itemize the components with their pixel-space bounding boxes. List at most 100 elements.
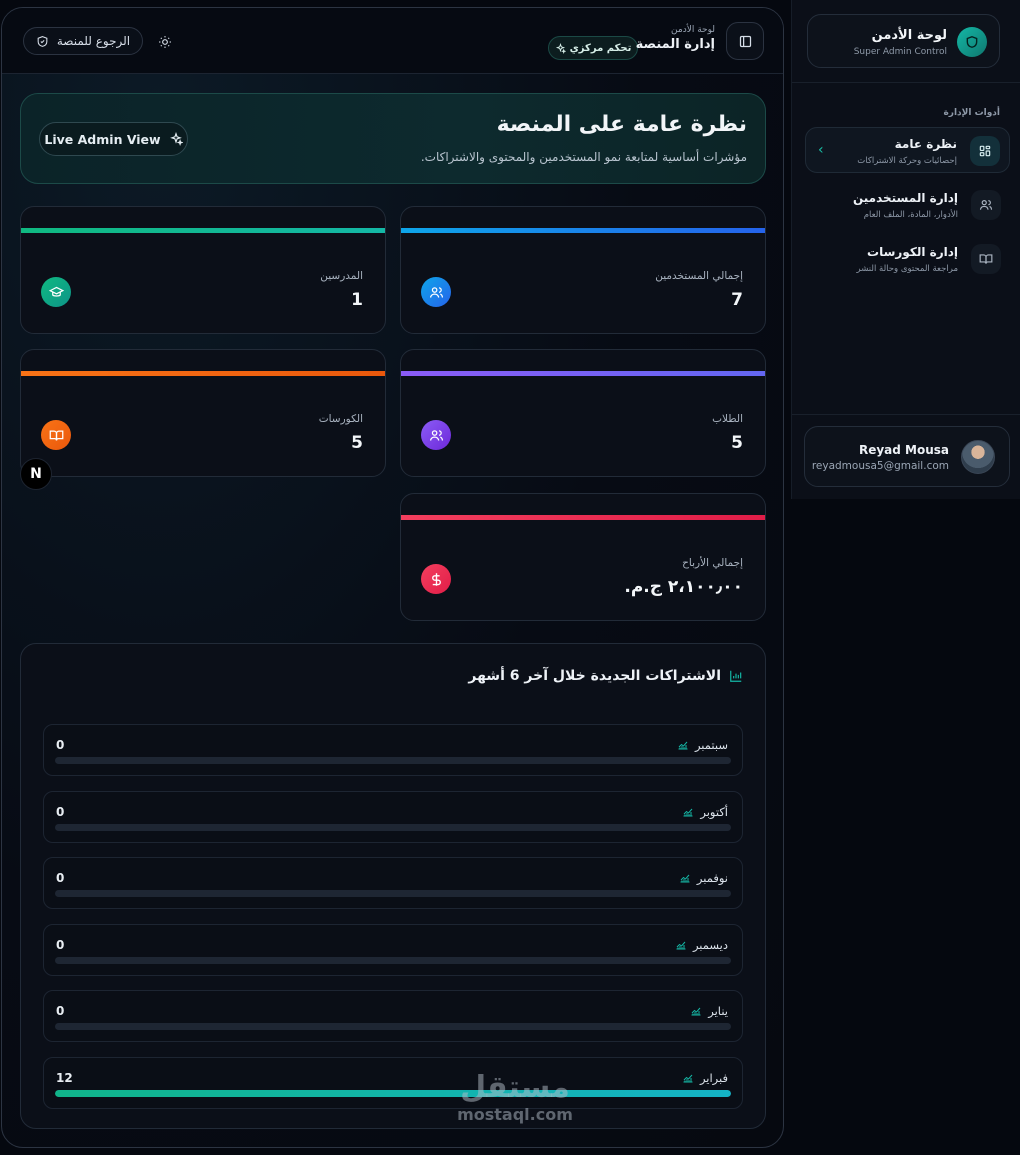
- month-label: سبتمبر: [677, 738, 728, 752]
- sparkles-icon: [169, 132, 183, 146]
- progress-track: [55, 757, 731, 764]
- theme-toggle-button[interactable]: [154, 31, 176, 53]
- stat-value: 7: [731, 290, 743, 310]
- stat-accent-bar: [401, 228, 765, 233]
- central-control-badge: تحكم مركزي: [548, 36, 638, 60]
- trend-icon: [683, 1074, 693, 1083]
- live-admin-view-button[interactable]: Live Admin View: [39, 122, 188, 156]
- progress-track: [55, 1023, 731, 1030]
- month-row: فبراير 12: [43, 1057, 743, 1109]
- month-row: ديسمبر 0: [43, 924, 743, 976]
- stat-accent-bar: [401, 371, 765, 376]
- book-icon: [971, 244, 1001, 274]
- sidebar-item-courses[interactable]: إدارة الكورسات مراجعة المحتوى وحالة النش…: [805, 236, 1010, 282]
- users-icon: [971, 190, 1001, 220]
- brand-title: لوحة الأدمن: [871, 28, 947, 43]
- live-admin-label: Live Admin View: [44, 131, 161, 147]
- stat-value: 5: [351, 433, 363, 453]
- month-name: أكتوبر: [700, 805, 728, 819]
- month-row: نوفمبر 0: [43, 857, 743, 909]
- month-label: ديسمبر: [675, 938, 728, 952]
- trend-icon: [676, 941, 686, 950]
- month-label: فبراير: [682, 1071, 728, 1085]
- month-value: 0: [56, 805, 65, 819]
- admin-sidebar: لوحة الأدمن Super Admin Control أدوات ال…: [791, 0, 1020, 499]
- back-to-platform-button[interactable]: الرجوع للمنصة: [23, 27, 143, 55]
- sidebar-item-description: مراجعة المحتوى وحالة النشر: [856, 264, 958, 274]
- stat-card-instructors: المدرسين 1: [20, 206, 386, 334]
- brand-subtitle: Super Admin Control: [853, 47, 947, 57]
- month-name: سبتمبر: [694, 738, 728, 752]
- month-name: ديسمبر: [692, 938, 728, 952]
- progress-fill: [55, 1090, 731, 1097]
- panel-icon: [739, 35, 751, 47]
- stat-card-total-users: إجمالي المستخدمين 7: [400, 206, 766, 334]
- month-value: 0: [56, 938, 65, 952]
- sun-icon: [159, 36, 171, 48]
- chevron-left-icon: ‹: [818, 142, 824, 158]
- shield-icon: [957, 27, 987, 57]
- sidebar-item-description: إحصائيات وحركة الاشتراكات: [857, 156, 957, 166]
- sidebar-item-overview[interactable]: نظرة عامة إحصائيات وحركة الاشتراكات ‹: [805, 127, 1010, 173]
- sidebar-item-description: الأدوار، المادة، الملف العام: [863, 210, 958, 220]
- shield-icon: [37, 35, 48, 47]
- month-value: 0: [56, 1004, 65, 1018]
- subscriptions-chart-card: الاشتراكات الجديدة خلال آخر 6 أشهر سبتمب…: [20, 643, 766, 1129]
- month-name: يناير: [708, 1004, 728, 1018]
- page-title-block: لوحة الأدمن إدارة المنصة: [636, 25, 715, 52]
- month-label: نوفمبر: [679, 871, 728, 885]
- watermark-text: mostaql.com: [457, 1105, 573, 1124]
- sparkles-icon: [555, 42, 566, 54]
- progress-track: [55, 1090, 731, 1097]
- stat-value: ٢،١٠٠٫٠٠ ج.م.: [624, 577, 743, 597]
- stat-card-total-revenue: إجمالي الأرباح ٢،١٠٠٫٠٠ ج.م.: [400, 493, 766, 621]
- month-label: أكتوبر: [682, 805, 728, 819]
- sidebar-brand[interactable]: لوحة الأدمن Super Admin Control: [807, 14, 1000, 68]
- stat-card-courses: الكورسات 5: [20, 349, 386, 477]
- month-row: أكتوبر 0: [43, 791, 743, 843]
- sidebar-divider: [792, 82, 1020, 83]
- month-row: يناير 0: [43, 990, 743, 1042]
- floating-n-badge[interactable]: N: [20, 458, 52, 490]
- month-value: 0: [56, 738, 65, 752]
- sidebar-toggle-button[interactable]: [726, 22, 764, 60]
- month-row: سبتمبر 0: [43, 724, 743, 776]
- trend-icon: [691, 1007, 701, 1016]
- user-name: Reyad Mousa: [858, 443, 949, 457]
- progress-track: [55, 957, 731, 964]
- watermark: مستقل mostaql.com: [450, 1071, 580, 1125]
- stat-label: المدرسين: [320, 270, 363, 282]
- progress-track: [55, 890, 731, 897]
- month-name: فبراير: [699, 1071, 728, 1085]
- user-profile-card[interactable]: Reyad Mousa reyadmousa5@gmail.com: [804, 426, 1010, 487]
- users-icon: [421, 277, 451, 307]
- sidebar-item-label: إدارة الكورسات: [867, 245, 958, 259]
- avatar: [961, 440, 995, 474]
- stat-value: 1: [351, 290, 363, 310]
- hero-title: نظرة عامة على المنصة: [496, 112, 747, 137]
- section-label: أدوات الإدارة: [943, 108, 1000, 118]
- top-bar: الرجوع للمنصة تحكم مركزي لوحة الأدمن إدا…: [2, 8, 783, 74]
- stat-accent-bar: [21, 371, 385, 376]
- trend-icon: [680, 874, 690, 883]
- sidebar-item-users[interactable]: إدارة المستخدمين الأدوار، المادة، الملف …: [805, 182, 1010, 228]
- stat-card-students: الطلاب 5: [400, 349, 766, 477]
- students-icon: [421, 420, 451, 450]
- back-label: الرجوع للمنصة: [56, 34, 131, 48]
- progress-track: [55, 824, 731, 831]
- sidebar-item-label: إدارة المستخدمين: [852, 191, 958, 205]
- graduation-cap-icon: [41, 277, 71, 307]
- user-email: reyadmousa5@gmail.com: [811, 460, 949, 472]
- stat-label: الطلاب: [712, 413, 743, 425]
- central-badge-label: تحكم مركزي: [569, 42, 632, 54]
- dollar-icon: [421, 564, 451, 594]
- sidebar-divider: [792, 414, 1020, 415]
- stat-accent-bar: [401, 515, 765, 520]
- main-panel: الرجوع للمنصة تحكم مركزي لوحة الأدمن إدا…: [1, 7, 784, 1148]
- chart-title-row: الاشتراكات الجديدة خلال آخر 6 أشهر: [468, 668, 743, 684]
- chart-title: الاشتراكات الجديدة خلال آخر 6 أشهر: [468, 668, 721, 684]
- month-value: 0: [56, 871, 65, 885]
- grid-icon: [970, 136, 1000, 166]
- sidebar-item-label: نظرة عامة: [894, 137, 957, 151]
- hero-subtitle: مؤشرات أساسية لمتابعة نمو المستخدمين وال…: [420, 150, 747, 164]
